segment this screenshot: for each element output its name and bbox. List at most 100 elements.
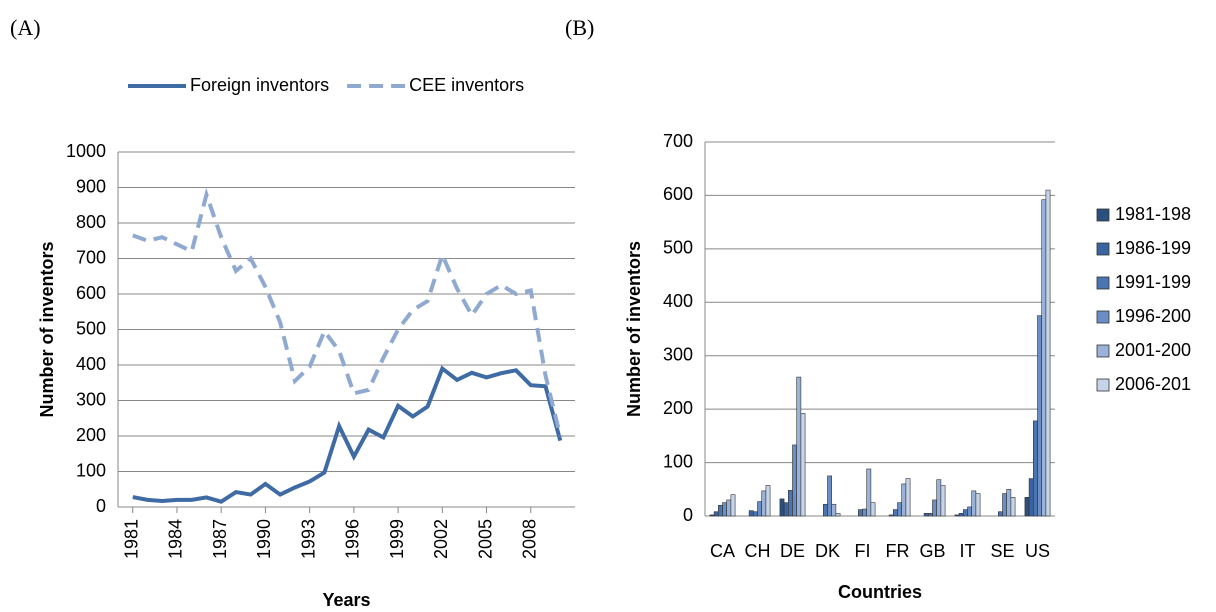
y-tick-label: 0 bbox=[96, 496, 106, 516]
y-tick-label: 300 bbox=[663, 344, 693, 364]
bar bbox=[997, 511, 1003, 517]
y-tick-label: 200 bbox=[663, 398, 693, 418]
y-tick-label: 100 bbox=[663, 451, 693, 471]
bar bbox=[800, 413, 806, 517]
y-axis-label: Number of inventors bbox=[624, 241, 644, 417]
legend-swatch bbox=[1096, 310, 1110, 324]
y-axis-label: Number of inventors bbox=[37, 241, 57, 417]
bar bbox=[888, 514, 894, 517]
bar bbox=[717, 505, 723, 517]
bar bbox=[1037, 315, 1042, 517]
bar bbox=[761, 490, 767, 517]
bar bbox=[962, 509, 968, 517]
bar bbox=[783, 502, 789, 517]
x-tick-label: FI bbox=[855, 541, 871, 561]
bar bbox=[897, 502, 902, 517]
x-tick-label: 1999 bbox=[387, 519, 407, 559]
x-tick-label: CA bbox=[710, 541, 735, 561]
panel-label: (B) bbox=[565, 15, 594, 40]
x-axis-label: Years bbox=[322, 590, 370, 610]
bar bbox=[792, 444, 797, 517]
legend-swatch bbox=[1096, 208, 1110, 222]
bar bbox=[765, 485, 771, 517]
bar bbox=[866, 468, 872, 517]
bar bbox=[1045, 189, 1051, 517]
x-tick-label: DK bbox=[815, 541, 840, 561]
bar bbox=[940, 485, 946, 517]
bar bbox=[1006, 488, 1012, 517]
y-tick-label: 200 bbox=[76, 425, 106, 445]
bar bbox=[796, 376, 802, 517]
x-tick-label: 2008 bbox=[520, 519, 540, 559]
bar bbox=[932, 499, 937, 517]
series-line bbox=[132, 365, 563, 504]
bar bbox=[726, 499, 732, 517]
legend-label: 1991-199 bbox=[1115, 272, 1191, 292]
bar bbox=[892, 509, 898, 517]
x-tick-label: 1987 bbox=[210, 519, 230, 559]
bar bbox=[1010, 496, 1016, 517]
y-tick-label: 700 bbox=[663, 131, 693, 151]
y-tick-label: 800 bbox=[76, 212, 106, 232]
x-tick-label: 1981 bbox=[121, 519, 141, 559]
y-tick-label: 500 bbox=[76, 318, 106, 338]
legend-label: 1981-198 bbox=[1115, 204, 1191, 224]
bar bbox=[958, 513, 964, 517]
x-tick-label: DE bbox=[780, 541, 805, 561]
x-axis-label: Countries bbox=[838, 582, 922, 602]
x-tick-label: IT bbox=[960, 541, 976, 561]
y-tick-label: 300 bbox=[76, 389, 106, 409]
bar bbox=[927, 513, 933, 517]
bar bbox=[923, 513, 929, 517]
legend-label: Foreign inventors bbox=[190, 75, 329, 95]
x-tick-label: 1984 bbox=[166, 519, 186, 559]
x-tick-label: US bbox=[1025, 541, 1050, 561]
bar bbox=[722, 502, 727, 517]
bar bbox=[713, 511, 719, 517]
bar bbox=[1041, 199, 1047, 517]
y-tick-label: 1000 bbox=[66, 141, 106, 161]
bar bbox=[748, 510, 754, 517]
y-tick-label: 600 bbox=[663, 184, 693, 204]
y-tick-label: 500 bbox=[663, 238, 693, 258]
bar bbox=[730, 494, 736, 517]
legend-label: 1996-200 bbox=[1115, 306, 1191, 326]
bar bbox=[1033, 420, 1038, 517]
legend-label: CEE inventors bbox=[409, 75, 524, 95]
y-tick-label: 0 bbox=[683, 505, 693, 525]
y-tick-label: 400 bbox=[76, 354, 106, 374]
bar bbox=[709, 514, 715, 517]
series-line bbox=[132, 187, 563, 437]
y-tick-label: 100 bbox=[76, 460, 106, 480]
legend-swatch bbox=[1096, 378, 1110, 392]
x-tick-label: FR bbox=[886, 541, 910, 561]
x-tick-label: 1990 bbox=[254, 519, 274, 559]
bar bbox=[905, 478, 911, 517]
x-tick-label: 1996 bbox=[343, 519, 363, 559]
y-tick-label: 900 bbox=[76, 176, 106, 196]
legend-swatch bbox=[1096, 242, 1110, 256]
bar bbox=[936, 479, 942, 517]
legend-swatch bbox=[1096, 344, 1110, 358]
bar bbox=[1024, 496, 1030, 517]
x-tick-label: 2002 bbox=[431, 519, 451, 559]
bar bbox=[835, 513, 841, 517]
bar bbox=[831, 503, 837, 517]
bar bbox=[975, 493, 981, 517]
bar bbox=[901, 483, 907, 517]
bar bbox=[787, 490, 793, 517]
legend-label: 2001-200 bbox=[1115, 340, 1191, 360]
bar bbox=[971, 490, 977, 517]
bar bbox=[1028, 478, 1034, 517]
y-tick-label: 600 bbox=[76, 283, 106, 303]
legend-swatch bbox=[1096, 276, 1110, 290]
bar bbox=[857, 509, 863, 517]
x-tick-label: CH bbox=[745, 541, 771, 561]
bar bbox=[779, 498, 785, 517]
bar bbox=[862, 508, 867, 517]
bar bbox=[954, 514, 960, 517]
bar bbox=[967, 506, 972, 517]
x-tick-label: 2005 bbox=[475, 519, 495, 559]
